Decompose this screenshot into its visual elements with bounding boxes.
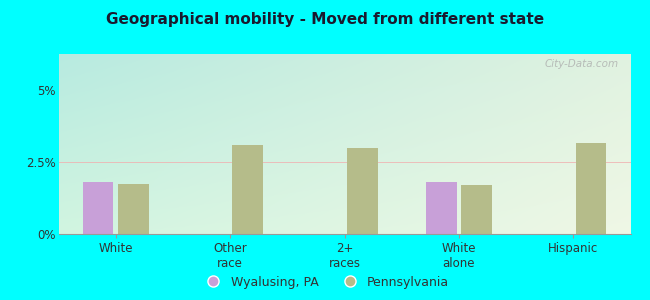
Bar — [233, 145, 263, 234]
Bar — [576, 143, 606, 234]
Bar — [118, 184, 149, 234]
Text: City-Data.com: City-Data.com — [545, 59, 619, 69]
Bar — [83, 182, 113, 234]
Text: Geographical mobility - Moved from different state: Geographical mobility - Moved from diffe… — [106, 12, 544, 27]
Bar — [347, 148, 378, 234]
Bar — [462, 185, 492, 234]
Legend: Wyalusing, PA, Pennsylvania: Wyalusing, PA, Pennsylvania — [196, 271, 454, 294]
Bar — [426, 182, 456, 234]
